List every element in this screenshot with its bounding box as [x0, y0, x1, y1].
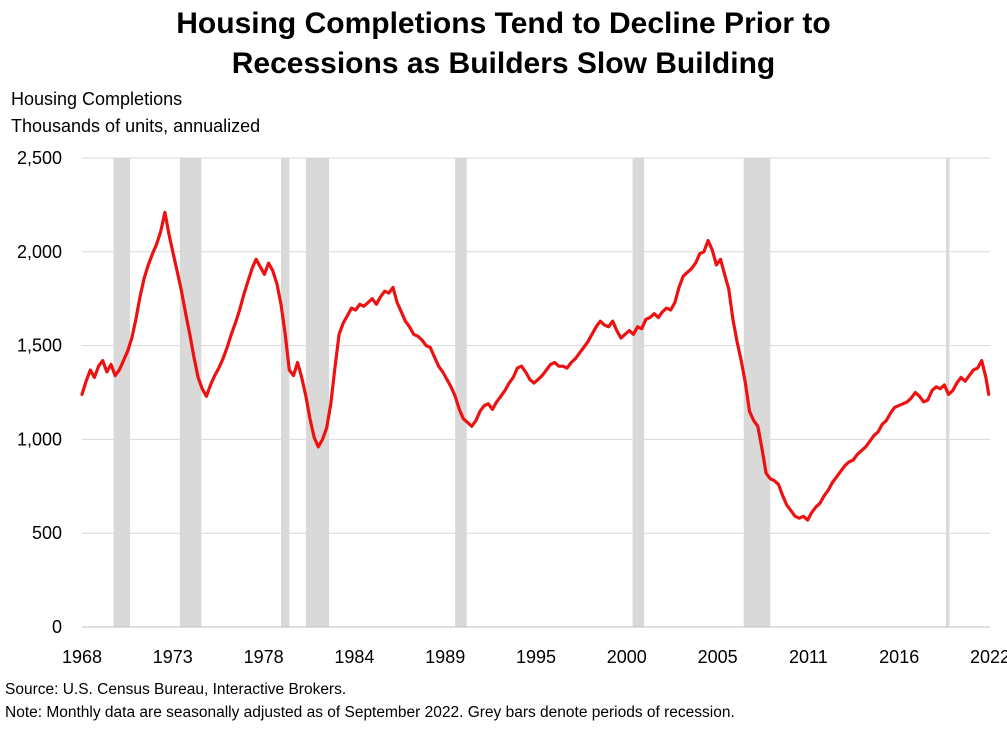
series-layer: [80, 210, 991, 522]
source-note: Source: U.S. Census Bureau, Interactive …: [5, 681, 347, 698]
recession-bar-1: [179, 158, 202, 627]
recession-bars: [113, 158, 950, 627]
y-tick-label: 1,000: [17, 429, 62, 449]
y-axis-label-line-1: Housing Completions: [11, 89, 183, 109]
y-tick-label: 500: [32, 523, 62, 543]
y-tick-label: 2,000: [17, 242, 62, 262]
series-line-0: [80, 210, 991, 522]
x-tick-label: 1984: [334, 647, 374, 667]
x-tick-label: 1968: [62, 647, 102, 667]
recession-note: Note: Monthly data are seasonally adjust…: [5, 704, 735, 721]
x-tick-label: 1995: [516, 647, 556, 667]
recession-bar-4: [455, 158, 467, 627]
line-chart: 0 500 1,000 1,500 2,000 2,500 1968 1973 1978 198…: [17, 148, 1007, 667]
y-tick-label: 0: [52, 617, 62, 637]
x-tick-label: 1978: [244, 647, 284, 667]
chart-title-line-1: Housing Completions Tend to Decline Prio…: [176, 7, 831, 40]
recession-bar-3: [305, 158, 330, 627]
x-tick-label: 2011: [789, 647, 828, 667]
y-tick-label: 1,500: [17, 336, 62, 356]
x-tick-label: 1989: [425, 647, 465, 667]
x-tick-label: 2022: [970, 647, 1007, 667]
y-tick-label: 2,500: [17, 148, 62, 168]
chart-title-line-2: Recessions as Builders Slow Building: [231, 47, 776, 80]
footnotes: Source: U.S. Census Bureau, Interactive …: [5, 678, 735, 724]
x-tick-label: 2005: [698, 647, 738, 667]
recession-bar-5: [632, 158, 645, 627]
x-axis-ticks: 1968 1973 1978 1984 1989 1995 2000 2005 2011 2016…: [62, 647, 1007, 667]
recession-bar-2: [281, 158, 290, 627]
chart-title: Housing Completions Tend to Decline Prio…: [0, 4, 1007, 84]
gridlines: [82, 157, 990, 628]
recession-bar-0: [113, 158, 131, 627]
x-tick-label: 2016: [879, 647, 919, 667]
y-axis-label-line-2: Thousands of units, annualized: [11, 116, 261, 136]
y-axis-label: Housing Completions Thousands of units, …: [11, 86, 260, 140]
x-tick-label: 1973: [153, 647, 193, 667]
x-tick-label: 2000: [607, 647, 647, 667]
y-axis-ticks: 0 500 1,000 1,500 2,000 2,500: [17, 148, 62, 637]
